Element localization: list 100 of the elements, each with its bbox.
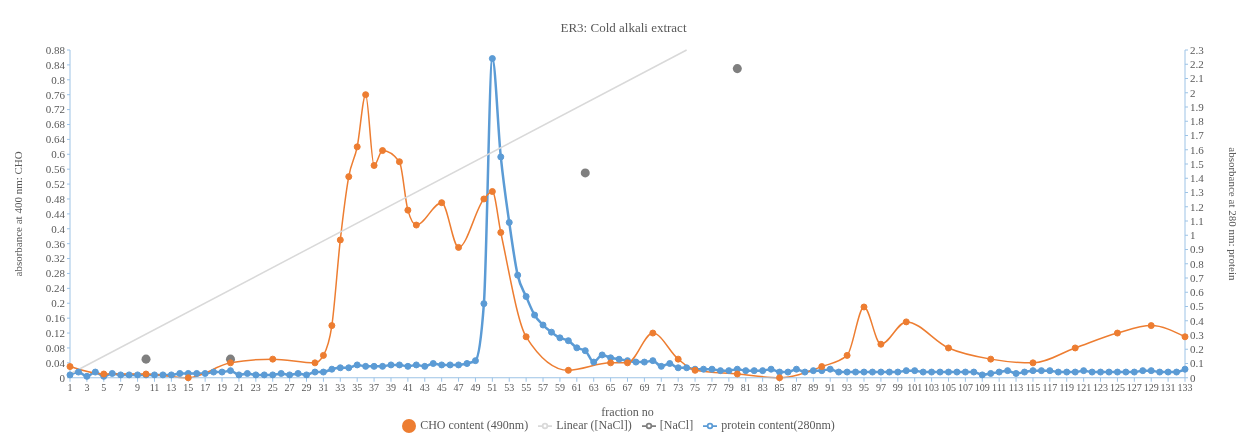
y-tick-label: 0 — [59, 371, 66, 384]
x-tick-label: 71 — [656, 381, 667, 393]
x-tick-label: 97 — [875, 381, 886, 393]
point — [674, 355, 682, 363]
y2-tick-label: 0.8 — [1190, 257, 1205, 270]
y2-tick-label: 0.6 — [1190, 286, 1205, 299]
x-tick-label: 51 — [487, 381, 498, 393]
legend-label: protein content(280nm) — [721, 417, 835, 432]
x-tick-label: 77 — [706, 381, 717, 393]
x-tick-label: 11 — [149, 381, 160, 393]
x-tick-label: 95 — [859, 381, 870, 393]
point — [269, 355, 277, 363]
y-tick-label: 0.2 — [51, 297, 65, 310]
x-tick-label: 49 — [470, 381, 481, 393]
y2-tick-label: 1.2 — [1190, 200, 1204, 213]
point — [455, 243, 463, 251]
x-tick-label: 3 — [84, 381, 90, 393]
point — [226, 359, 234, 367]
x-tick-label: 5 — [101, 381, 107, 393]
x-tick-label: 63 — [588, 381, 599, 393]
x-tick-label: 61 — [571, 381, 582, 393]
x-tick-label: 9 — [135, 381, 141, 393]
point — [1029, 359, 1037, 367]
y-tick-label: 0.64 — [45, 133, 66, 146]
x-tick-label: 57 — [538, 381, 549, 393]
x-tick-label: 115 — [1025, 381, 1041, 393]
point — [404, 206, 412, 214]
x-tick-label: 79 — [723, 381, 734, 393]
point — [362, 91, 370, 99]
point — [860, 303, 868, 311]
y2-tick-label: 1.1 — [1190, 214, 1204, 227]
y-tick-label: 0.32 — [45, 252, 65, 265]
x-tick-label: 39 — [385, 381, 396, 393]
point — [733, 370, 741, 378]
y2-tick-label: 0.5 — [1190, 300, 1205, 313]
y-tick-label: 0.6 — [51, 148, 66, 161]
x-tick-label: 27 — [284, 381, 295, 393]
x-tick-label: 85 — [774, 381, 785, 393]
point — [1113, 329, 1121, 337]
x-tick-label: 21 — [233, 381, 244, 393]
y2-tick-label: 2.1 — [1190, 72, 1204, 85]
x-tick-label: 25 — [267, 381, 278, 393]
x-tick-label: 13 — [166, 381, 177, 393]
y-tick-label: 0.48 — [45, 192, 66, 205]
x-tick-label: 89 — [808, 381, 819, 393]
x-tick-label: 103 — [924, 381, 940, 393]
x-tick-label: 23 — [250, 381, 261, 393]
point — [412, 221, 420, 229]
y-tick-label: 0.44 — [45, 207, 66, 220]
y2-tick-label: 1.7 — [1190, 129, 1205, 142]
point — [311, 359, 319, 367]
point — [336, 236, 344, 244]
point — [488, 188, 496, 196]
point — [480, 195, 488, 203]
x-tick-label: 31 — [318, 381, 329, 393]
point — [818, 363, 826, 371]
x-tick-label: 107 — [957, 381, 973, 393]
x-tick-label: 91 — [825, 381, 836, 393]
x-tick-label: 109 — [974, 381, 990, 393]
y-tick-label: 0.36 — [45, 237, 66, 250]
y2-tick-label: 1.6 — [1190, 143, 1205, 156]
x-tick-label: 131 — [1160, 381, 1176, 393]
y-tick-label: 0.12 — [45, 326, 65, 339]
x-tick-label: 7 — [118, 381, 124, 393]
x-tick-label: 81 — [740, 381, 751, 393]
x-tick-label: 111 — [992, 381, 1007, 393]
point — [395, 158, 403, 166]
x-tick-label: 121 — [1076, 381, 1092, 393]
x-tick-label: 29 — [301, 381, 312, 393]
point — [141, 354, 151, 364]
y2-tick-label: 1.3 — [1190, 186, 1205, 199]
y2-tick-label: 2 — [1190, 86, 1196, 99]
y-tick-label: 0.88 — [45, 43, 66, 56]
y2-tick-label: 0.1 — [1190, 357, 1204, 370]
y2-tick-label: 2.3 — [1190, 43, 1205, 56]
x-tick-label: 75 — [690, 381, 701, 393]
y-tick-label: 0.24 — [45, 282, 66, 295]
point — [1071, 344, 1079, 352]
point — [370, 161, 378, 169]
x-tick-label: 73 — [673, 381, 684, 393]
y2-tick-label: 1.9 — [1190, 100, 1205, 113]
legend-label: Linear ([NaCl]) — [556, 417, 632, 432]
x-tick-label: 99 — [892, 381, 903, 393]
point — [944, 344, 952, 352]
point — [379, 147, 387, 155]
x-tick-label: 15 — [183, 381, 194, 393]
x-tick-label: 45 — [436, 381, 447, 393]
x-tick-label: 19 — [217, 381, 228, 393]
chart-title: ER3: Cold alkali extract — [559, 20, 688, 36]
point — [1147, 322, 1155, 330]
x-tick-label: 87 — [791, 381, 802, 393]
y-tick-label: 0.68 — [45, 118, 66, 131]
point — [649, 329, 657, 337]
x-tick-label: 43 — [419, 381, 430, 393]
y2-tick-label: 0.7 — [1190, 271, 1205, 284]
x-tick-label: 123 — [1093, 381, 1109, 393]
x-tick-label: 67 — [622, 381, 633, 393]
y-tick-label: 0.16 — [45, 312, 66, 325]
x-axis-title: fraction no — [601, 404, 654, 419]
x-tick-label: 133 — [1177, 381, 1193, 393]
